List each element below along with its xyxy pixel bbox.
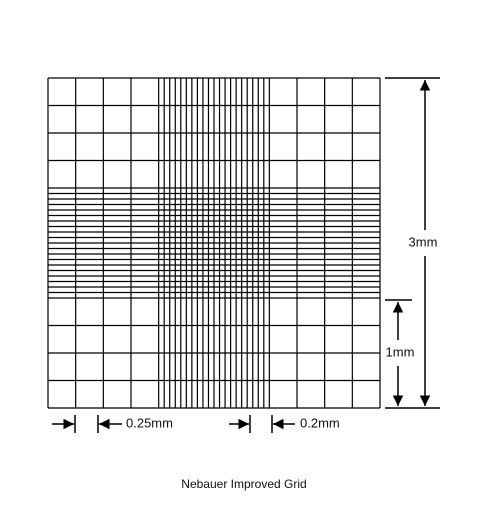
dim-label: 0.25mm bbox=[126, 415, 173, 430]
caption: Nebauer Improved Grid bbox=[181, 477, 306, 491]
dim-label: 3mm bbox=[409, 234, 438, 249]
dimension-lines bbox=[52, 77, 440, 433]
grid bbox=[47, 77, 381, 409]
dim-label: 0.2mm bbox=[300, 415, 340, 430]
dim-label: 1mm bbox=[386, 344, 415, 359]
